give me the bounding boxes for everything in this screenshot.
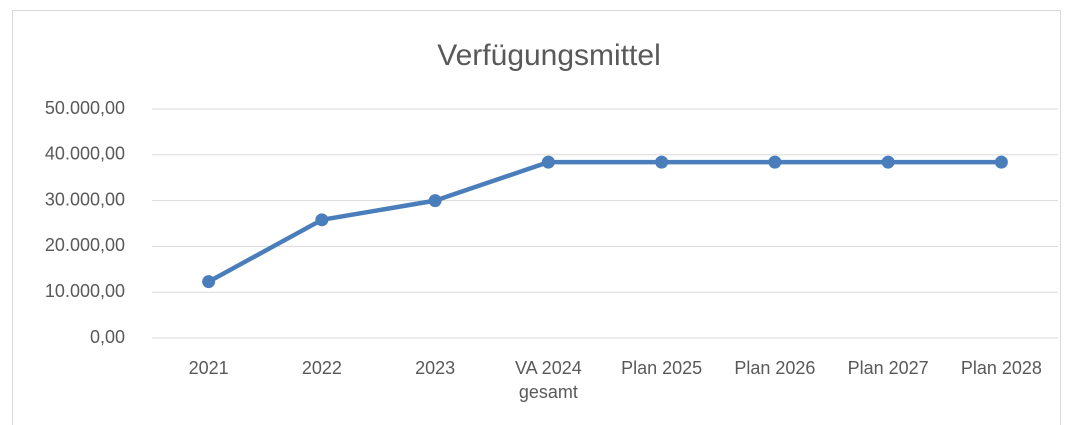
marker xyxy=(202,275,216,289)
x-tick-label: Plan 2026 xyxy=(734,358,816,378)
y-tick-label: 50.000,00 xyxy=(45,98,125,118)
line xyxy=(207,159,1002,284)
marker xyxy=(881,155,895,169)
marker xyxy=(768,155,782,169)
x-tick-label: Plan 2025 xyxy=(621,358,703,378)
y-tick-label: 30.000,00 xyxy=(45,189,125,209)
y-tick-label: 10.000,00 xyxy=(45,281,125,301)
chart-frame xyxy=(12,10,1061,425)
marker xyxy=(541,155,555,169)
x-tick-label: 2021 xyxy=(188,358,229,378)
marker xyxy=(994,155,1008,169)
x-tick-label: 2023 xyxy=(415,358,456,378)
x-tick-label: Plan 2028 xyxy=(960,358,1042,378)
marker xyxy=(655,155,669,169)
marker xyxy=(315,213,329,227)
x-tick-label: VA 2024 gesamt xyxy=(515,358,582,402)
y-tick-label: 40.000,00 xyxy=(45,144,125,164)
marker xyxy=(428,194,442,208)
chart-title: Verfügungsmittel xyxy=(437,39,660,72)
y-tick-label: 20.000,00 xyxy=(45,235,125,255)
x-tick-label: 2022 xyxy=(301,358,342,378)
y-tick-label: 0,00 xyxy=(90,327,125,347)
x-tick-label: Plan 2027 xyxy=(847,358,929,378)
